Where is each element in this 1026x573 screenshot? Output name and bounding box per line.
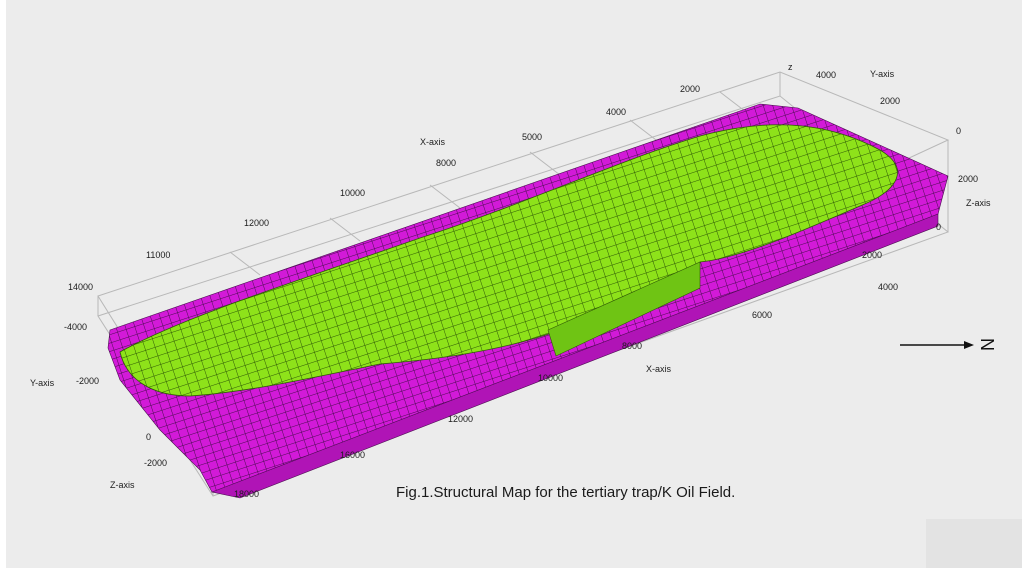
north-arrow: N <box>900 338 997 351</box>
x-tick-back: 5000 <box>522 132 542 142</box>
z-tick-left: 0 <box>146 432 151 442</box>
x-axis-label-front: X-axis <box>646 364 672 374</box>
z-tick-right: z <box>788 62 793 72</box>
y-tick-right: 2000 <box>880 96 900 106</box>
x-tick-back: 10000 <box>340 188 365 198</box>
x-tick-back: 14000 <box>68 282 93 292</box>
y-axis-label-left: Y-axis <box>30 378 55 388</box>
figure-caption: Fig.1.Structural Map for the tertiary tr… <box>396 484 735 501</box>
north-label: N <box>977 338 997 351</box>
x-tick-front: 4000 <box>878 282 898 292</box>
y-tick-left: -2000 <box>76 376 99 386</box>
corner-patch <box>926 519 1022 568</box>
z-tick-right: 0 <box>936 222 941 232</box>
z-tick-right: 0 <box>956 126 961 136</box>
x-tick-front: 10000 <box>538 373 563 383</box>
x-tick-front: 6000 <box>752 310 772 320</box>
x-tick-back: 11000 <box>146 250 170 260</box>
z-axis-label-left: Z-axis <box>110 480 135 490</box>
x-axis-label-back: X-axis <box>420 137 446 147</box>
x-tick-front: 12000 <box>448 414 473 424</box>
x-tick-back: 2000 <box>680 84 700 94</box>
x-tick-back: 4000 <box>606 107 626 117</box>
x-tick-front: 18000 <box>234 489 259 499</box>
z-axis-label-right: Z-axis <box>966 198 991 208</box>
x-tick-back: 12000 <box>244 218 269 228</box>
z-tick-right: 2000 <box>958 174 978 184</box>
x-tick-front: 2000 <box>862 250 882 260</box>
y-tick-left: -4000 <box>64 322 87 332</box>
oil-zone <box>119 124 898 397</box>
z-tick-left: -2000 <box>144 458 167 468</box>
y-axis-label-right: Y-axis <box>870 69 895 79</box>
y-tick-right: 4000 <box>816 70 836 80</box>
x-tick-back: 8000 <box>436 158 456 168</box>
x-tick-front: 8000 <box>622 341 642 351</box>
x-tick-front: 16000 <box>340 450 365 460</box>
